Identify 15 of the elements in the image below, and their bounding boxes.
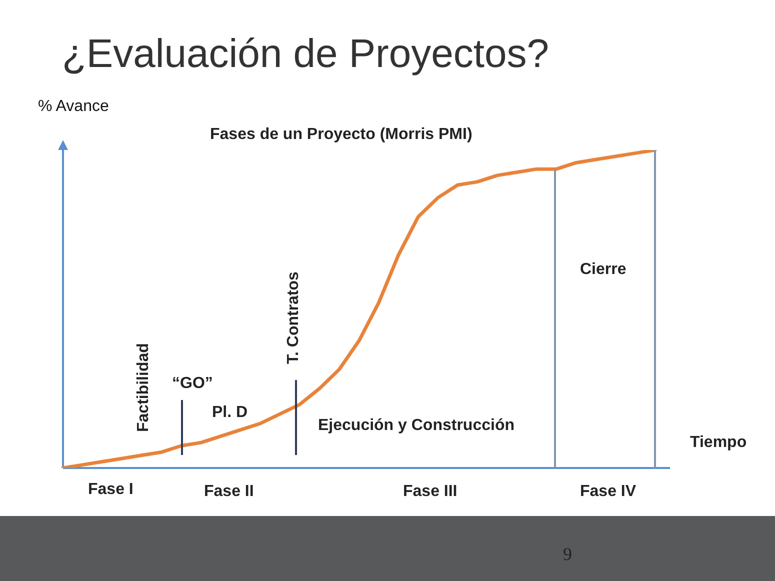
text: Fase I [88, 481, 134, 499]
x-axis-title: Tiempo [690, 434, 747, 452]
text: Fase IV [580, 483, 636, 501]
annotation: Factibilidad [135, 343, 153, 432]
text: Fase III [403, 483, 458, 501]
y-axis-title: % Avance [38, 98, 109, 116]
annotation: Cierre [580, 261, 626, 279]
annotation: T. Contratos [285, 272, 303, 364]
annotation: “GO” [172, 375, 213, 393]
annotation: Pl. D [212, 404, 248, 422]
annotation: Ejecución y Construcción [318, 417, 514, 435]
text: 9 [563, 544, 572, 565]
chart-subtitle: Fases de un Proyecto (Morris PMI) [210, 126, 472, 144]
chart-title: ¿Evaluación de Proyectos? [62, 32, 549, 77]
text: Fase II [204, 483, 254, 501]
